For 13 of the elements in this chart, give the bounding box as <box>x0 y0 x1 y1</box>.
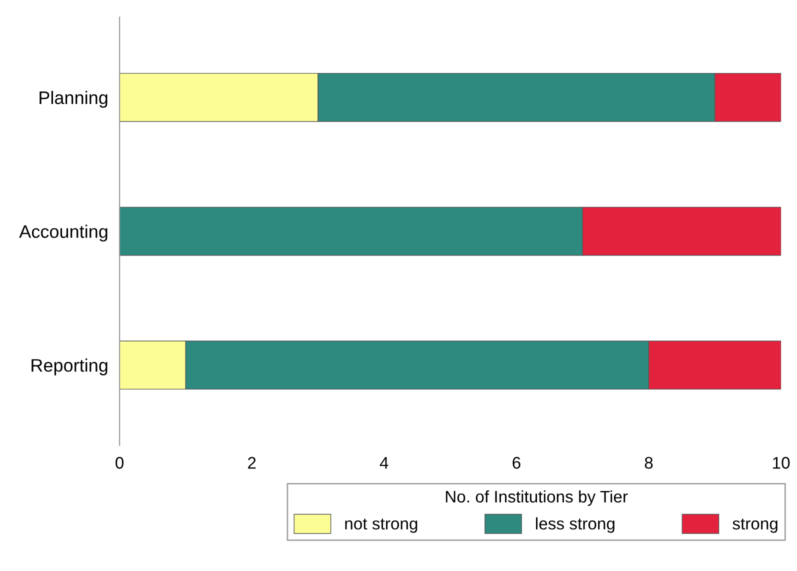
x-tick-label: 2 <box>248 456 256 469</box>
legend-label: not strong <box>345 518 418 533</box>
legend-label: less strong <box>536 517 614 533</box>
legend-label: strong <box>732 518 778 533</box>
y-tick-label: Reporting <box>32 358 108 376</box>
x-tick-label: 4 <box>380 457 388 469</box>
x-tick-label: 8 <box>644 456 653 469</box>
y-tick-label: Planning <box>40 90 108 108</box>
x-tick-label: 0 <box>116 456 124 469</box>
x-tick-label: 6 <box>512 456 520 469</box>
x-tick-label: 10 <box>773 456 790 469</box>
y-tick-label: Accounting <box>19 224 108 242</box>
legend-title: No. of Institutions by Tier <box>446 490 628 506</box>
